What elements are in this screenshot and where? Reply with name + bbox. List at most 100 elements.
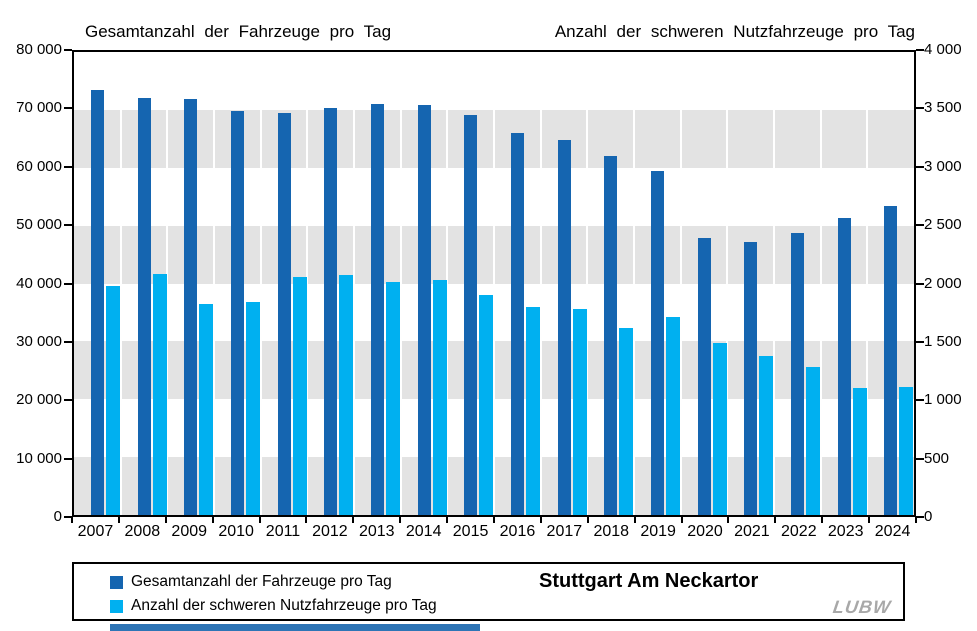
x-tick-mark xyxy=(258,517,261,523)
legend-swatch-total-vehicles xyxy=(110,575,123,589)
x-tick-mark xyxy=(446,517,449,523)
legend-item-total-vehicles: Gesamtanzahl der Fahrzeuge pro Tag xyxy=(110,570,437,594)
right-tick-mark xyxy=(916,49,924,51)
station-title: Stuttgart Am Neckartor xyxy=(539,570,759,592)
left-tick-label: 10 000 xyxy=(16,449,62,467)
bar-total-vehicles xyxy=(604,156,618,515)
legend-item-heavy-vehicles: Anzahl der schweren Nutzfahrzeuge pro Ta… xyxy=(110,594,437,618)
bar-heavy-vehicles xyxy=(852,387,867,515)
grid-vline xyxy=(773,52,775,515)
year-slot xyxy=(587,52,634,515)
year-slot xyxy=(494,52,541,515)
year-slot xyxy=(681,52,728,515)
right-tick-mark xyxy=(916,165,924,168)
bar-heavy-vehicles xyxy=(759,356,774,515)
left-tick-mark xyxy=(64,516,72,518)
left-tick-mark xyxy=(64,457,72,460)
grid-vline xyxy=(259,52,262,515)
bar-pair xyxy=(230,52,260,515)
left-tick-label: 80 000 xyxy=(16,41,62,58)
right-tick-label: 4 000 xyxy=(924,41,962,58)
bar-heavy-vehicles xyxy=(665,317,680,515)
left-tick-mark xyxy=(64,224,72,227)
bar-heavy-vehicles xyxy=(619,327,634,515)
right-tick-mark xyxy=(916,282,924,285)
year-label: 2012 xyxy=(312,523,348,540)
bar-total-vehicles xyxy=(790,232,804,515)
left-tick-mark xyxy=(64,49,72,51)
right-tick-mark xyxy=(916,224,924,227)
bar-series-container xyxy=(74,52,914,515)
bar-total-vehicles xyxy=(184,99,198,515)
left-tick-label: 60 000 xyxy=(16,157,62,175)
bar-total-vehicles xyxy=(230,111,244,515)
bar-pair xyxy=(90,52,120,515)
grid-vline xyxy=(493,52,495,515)
legend-label-heavy-vehicles: Anzahl der schweren Nutzfahrzeuge pro Ta… xyxy=(131,597,437,614)
grid-vline xyxy=(586,52,589,515)
bar-pair xyxy=(464,52,494,515)
left-tick-mark xyxy=(64,340,72,343)
x-tick-mark xyxy=(493,517,495,523)
legend-swatch-heavy-vehicles xyxy=(110,599,123,613)
grid-vline xyxy=(166,52,169,515)
year-label: 2011 xyxy=(265,523,301,540)
right-tick-mark xyxy=(916,457,924,460)
grid-vline xyxy=(819,52,822,515)
x-tick-mark xyxy=(211,517,214,523)
bar-total-vehicles xyxy=(464,115,478,515)
left-tick-label: 30 000 xyxy=(16,332,62,350)
right-tick-label: 1 000 xyxy=(924,391,962,409)
bar-pair xyxy=(324,52,354,515)
bar-heavy-vehicles xyxy=(292,276,307,515)
year-label: 2020 xyxy=(687,523,723,540)
grid-vline xyxy=(119,52,122,515)
right-tick-mark xyxy=(916,107,924,110)
left-tick-label: 20 000 xyxy=(16,391,62,409)
bar-total-vehicles xyxy=(417,104,431,515)
bar-total-vehicles xyxy=(510,133,524,515)
year-label: 2023 xyxy=(827,523,864,540)
bar-pair xyxy=(697,52,727,515)
bar-total-vehicles xyxy=(557,139,571,515)
grid-vline xyxy=(539,52,542,515)
bar-total-vehicles xyxy=(837,218,851,515)
x-tick-mark xyxy=(680,517,683,523)
x-tick-mark xyxy=(868,517,871,523)
bar-total-vehicles xyxy=(277,113,291,515)
left-tick-label: 70 000 xyxy=(16,99,62,117)
bar-heavy-vehicles xyxy=(385,282,400,515)
right-tick-label: 3 000 xyxy=(924,157,962,175)
bar-heavy-vehicles xyxy=(152,274,167,515)
year-label: 2014 xyxy=(405,523,442,540)
right-tick-label: 0 xyxy=(924,508,933,525)
year-label: 2008 xyxy=(124,523,161,540)
bar-pair xyxy=(370,52,400,515)
bar-total-vehicles xyxy=(884,205,898,515)
right-axis-title: Anzahl der schweren Nutzfahrzeuge pro Ta… xyxy=(554,22,915,41)
bar-pair xyxy=(790,52,820,515)
x-tick-mark xyxy=(305,517,308,523)
year-label: 2015 xyxy=(452,523,489,540)
bar-heavy-vehicles xyxy=(712,342,727,515)
right-tick-mark xyxy=(916,399,924,402)
bar-total-vehicles xyxy=(90,89,104,515)
x-tick-mark xyxy=(915,517,917,523)
year-label: 2007 xyxy=(77,523,114,540)
x-tick-mark xyxy=(399,517,402,523)
bar-heavy-vehicles xyxy=(479,295,494,515)
bar-pair xyxy=(884,52,914,515)
right-tick-mark xyxy=(916,340,924,343)
year-slot xyxy=(634,52,681,515)
bar-heavy-vehicles xyxy=(899,386,914,515)
bar-total-vehicles xyxy=(324,108,338,515)
year-label: 2022 xyxy=(781,523,817,540)
year-slot xyxy=(261,52,308,515)
bar-heavy-vehicles xyxy=(339,275,354,515)
bar-total-vehicles xyxy=(744,241,758,515)
left-tick-mark xyxy=(64,282,72,285)
x-tick-mark xyxy=(352,517,355,523)
bar-pair xyxy=(837,52,867,515)
bar-pair xyxy=(604,52,634,515)
